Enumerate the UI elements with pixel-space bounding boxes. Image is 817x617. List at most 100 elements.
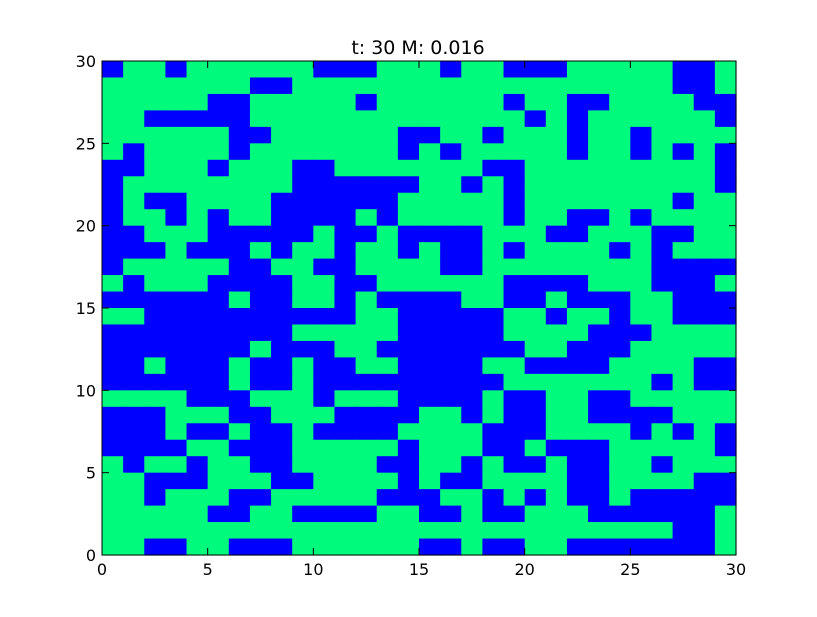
heatmap-cell <box>566 522 589 540</box>
heatmap-cell <box>165 423 188 441</box>
heatmap-cell <box>693 77 716 95</box>
heatmap-cell <box>588 340 610 358</box>
heatmap-cell <box>609 406 631 424</box>
heatmap-cell <box>376 390 399 408</box>
heatmap-cell <box>123 258 145 276</box>
heatmap-cell <box>334 77 357 95</box>
heatmap-cell <box>672 340 695 358</box>
heatmap-cell <box>440 225 462 243</box>
heatmap-cell <box>630 143 653 161</box>
heatmap-cell <box>123 225 145 243</box>
heatmap-cell <box>165 324 188 342</box>
heatmap-cell <box>693 258 716 276</box>
heatmap-cell <box>693 472 716 490</box>
heatmap-cell <box>588 93 610 111</box>
heatmap-cell <box>123 390 145 408</box>
heatmap-cell <box>419 143 441 161</box>
heatmap-cell <box>630 340 653 358</box>
heatmap-cell <box>228 472 251 490</box>
heatmap-cell <box>249 505 272 523</box>
heatmap-cell <box>482 324 505 342</box>
heatmap-cell <box>461 242 483 260</box>
heatmap-cell <box>249 472 272 490</box>
heatmap-cell <box>566 258 589 276</box>
heatmap-cell <box>419 472 441 490</box>
heatmap-cell <box>376 439 399 457</box>
heatmap-cell <box>482 357 505 375</box>
heatmap-cell <box>630 357 653 375</box>
heatmap-cell <box>207 522 230 540</box>
heatmap-cell <box>503 291 526 309</box>
heatmap-cell <box>334 340 357 358</box>
heatmap-cell <box>123 472 145 490</box>
heatmap-cell <box>102 93 124 111</box>
heatmap-cell <box>249 489 272 507</box>
heatmap-cell <box>228 258 251 276</box>
heatmap-cell <box>271 538 293 556</box>
heatmap-cell <box>419 275 441 293</box>
x-tick-label: 15 <box>409 560 429 579</box>
heatmap-cell <box>207 77 230 95</box>
heatmap-cell <box>503 357 526 375</box>
heatmap-cell <box>651 61 674 79</box>
heatmap-cell <box>461 489 483 507</box>
heatmap-cell <box>482 275 505 293</box>
heatmap-cell <box>503 159 526 177</box>
heatmap-cell <box>651 357 674 375</box>
heatmap-cell <box>419 308 441 326</box>
heatmap-cell <box>588 538 610 556</box>
heatmap-cell <box>588 291 610 309</box>
heatmap-cell <box>693 439 716 457</box>
heatmap-cell <box>144 489 166 507</box>
heatmap-cell <box>144 258 166 276</box>
heatmap-cell <box>313 192 336 210</box>
heatmap-cell <box>102 522 124 540</box>
heatmap-cell <box>228 176 251 194</box>
heatmap-cell <box>376 456 399 474</box>
heatmap-cell <box>545 143 568 161</box>
heatmap-cell <box>292 258 314 276</box>
heatmap-cell <box>482 192 505 210</box>
heatmap-cell <box>355 390 378 408</box>
heatmap-cell <box>102 324 124 342</box>
heatmap-cell <box>123 439 145 457</box>
heatmap-cell <box>524 192 547 210</box>
heatmap-cell <box>566 340 589 358</box>
heatmap-cell <box>630 324 653 342</box>
heatmap-cell <box>186 110 209 128</box>
heatmap-cell <box>271 489 293 507</box>
heatmap-cell <box>334 390 357 408</box>
heatmap-cell <box>461 456 483 474</box>
heatmap-cell <box>249 242 272 260</box>
heatmap-cell <box>271 308 293 326</box>
heatmap-cell <box>566 275 589 293</box>
heatmap-cell <box>313 225 336 243</box>
heatmap-cell <box>672 357 695 375</box>
heatmap-cell <box>144 357 166 375</box>
heatmap-cell <box>630 423 653 441</box>
heatmap-cell <box>165 258 188 276</box>
heatmap-cell <box>313 258 336 276</box>
heatmap-cell <box>503 93 526 111</box>
heatmap-cell <box>123 522 145 540</box>
heatmap-cell <box>630 242 653 260</box>
heatmap-cell <box>545 357 568 375</box>
heatmap-cell <box>651 373 674 391</box>
heatmap-cell <box>123 110 145 128</box>
heatmap-cell <box>165 143 188 161</box>
heatmap-cell <box>186 258 209 276</box>
heatmap-cell <box>292 209 314 227</box>
heatmap-cell <box>271 110 293 128</box>
heatmap-cell <box>271 340 293 358</box>
heatmap-cell <box>440 126 462 144</box>
heatmap-cell <box>228 357 251 375</box>
heatmap-cell <box>651 291 674 309</box>
heatmap-cell <box>524 110 547 128</box>
heatmap-cell <box>482 77 505 95</box>
heatmap-cell <box>228 390 251 408</box>
heatmap-cell <box>461 505 483 523</box>
heatmap-cell <box>651 258 674 276</box>
heatmap-cell <box>397 423 420 441</box>
heatmap-cell <box>651 390 674 408</box>
heatmap-cell <box>482 340 505 358</box>
